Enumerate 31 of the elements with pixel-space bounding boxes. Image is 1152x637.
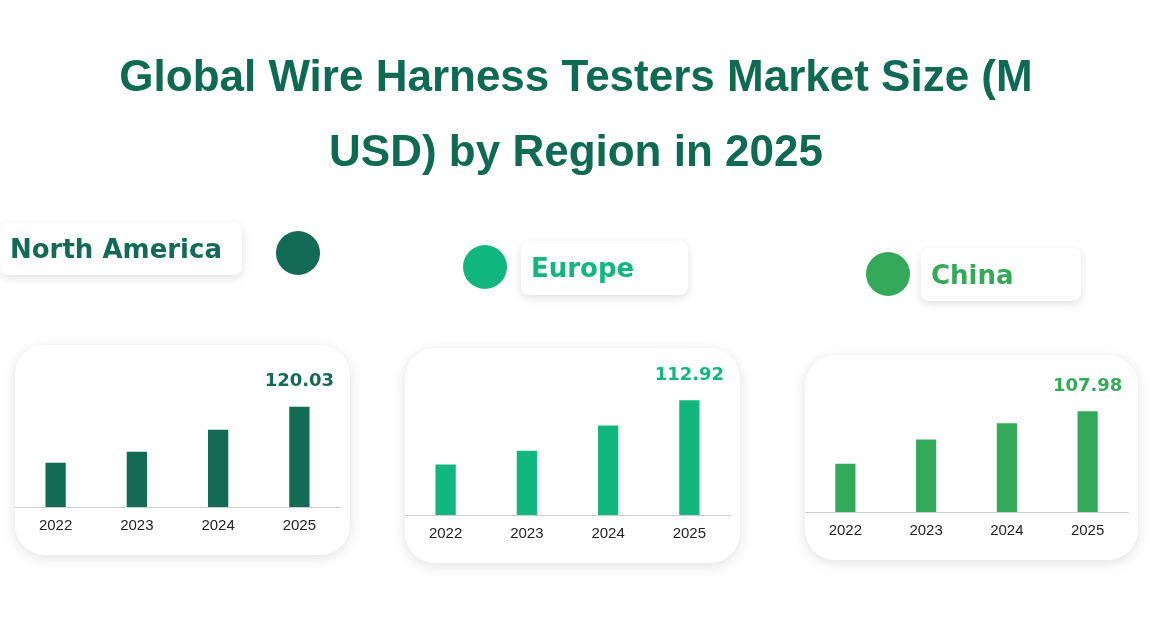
data-label: 112.92: [654, 362, 725, 384]
text: Global Wire Harness Testers Market Size (M USD) by Region in 2025: [118, 50, 1034, 177]
x-tick-label: 2024: [990, 521, 1024, 539]
x-tick-label: 2022: [828, 521, 863, 539]
bar: [835, 463, 856, 512]
bar: [916, 439, 937, 512]
bar: [996, 423, 1017, 512]
bar: [289, 406, 310, 507]
bar: [207, 429, 229, 507]
x-tick-label: 2025: [672, 524, 707, 542]
x-tick-label: 2024: [201, 516, 235, 534]
x-tick-label: 2024: [591, 524, 625, 542]
data-label: 107.98: [1052, 373, 1123, 395]
bar: [126, 451, 148, 507]
x-tick-label: 2023: [510, 524, 544, 542]
x-tick-label: 2025: [1070, 521, 1105, 539]
bar: [679, 400, 700, 515]
data-label: 120.03: [264, 369, 335, 391]
x-tick-label: 2023: [909, 521, 943, 539]
x-tick-label: 2022: [428, 524, 463, 542]
bar: [435, 464, 456, 515]
x-tick-label: 2023: [120, 516, 154, 534]
chart-subtitle: North America: [0, 222, 242, 275]
bar: [1077, 411, 1098, 512]
x-tick-label: 2022: [38, 516, 73, 534]
chart-subtitle: Europe: [521, 241, 688, 295]
x-tick-label: 2025: [282, 516, 317, 534]
bar: [45, 462, 66, 507]
bar: [516, 450, 538, 515]
chart-subtitle: China: [921, 248, 1081, 301]
bar: [597, 425, 619, 515]
